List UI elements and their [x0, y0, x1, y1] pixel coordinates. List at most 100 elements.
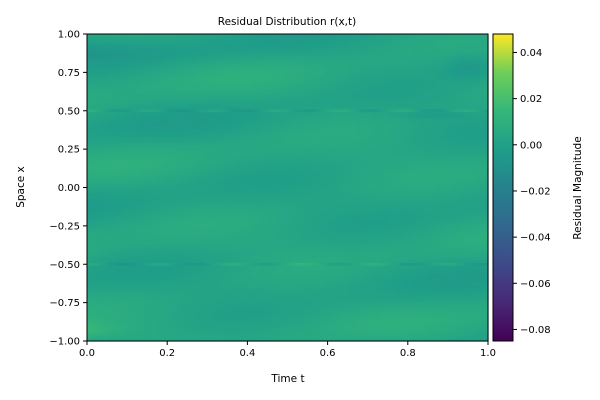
heatmap-cell	[95, 187, 100, 191]
heatmap-cell	[227, 279, 232, 283]
heatmap-cell	[255, 170, 261, 175]
heatmap-cell	[167, 56, 172, 60]
heatmap-cell	[147, 218, 152, 222]
heatmap-cell	[167, 151, 172, 155]
heatmap-cell	[87, 204, 92, 208]
heatmap-cell	[115, 232, 120, 236]
heatmap-cell	[243, 165, 248, 169]
heatmap-cell	[239, 120, 244, 124]
heatmap-cell	[227, 329, 232, 334]
heatmap-cell	[155, 204, 160, 208]
heatmap-cell	[119, 335, 124, 339]
heatmap-cell	[251, 321, 257, 325]
heatmap-cell	[119, 162, 124, 166]
heatmap-cell	[175, 332, 180, 337]
heatmap-cell	[247, 332, 253, 337]
heatmap-cell	[171, 315, 176, 320]
heatmap-cell	[99, 204, 104, 208]
heatmap-cell	[243, 159, 248, 163]
heatmap-cell	[103, 142, 108, 147]
heatmap-cell	[195, 89, 200, 94]
heatmap-cell	[167, 165, 172, 169]
heatmap-cell	[247, 318, 253, 323]
heatmap-cell	[171, 209, 176, 214]
heatmap-cell	[227, 338, 232, 342]
heatmap-cell	[235, 248, 240, 253]
heatmap-cell	[135, 338, 140, 342]
heatmap-cell	[127, 34, 132, 38]
heatmap-cell	[187, 237, 192, 242]
heatmap-cell	[231, 220, 236, 225]
heatmap-cell	[211, 335, 216, 339]
heatmap-cell	[239, 156, 244, 161]
heatmap-cell	[267, 109, 273, 113]
heatmap-cell	[223, 120, 228, 124]
heatmap-cell	[227, 335, 232, 339]
heatmap-cell	[191, 260, 196, 264]
heatmap-cell	[135, 207, 140, 211]
heatmap-cell	[247, 285, 253, 289]
heatmap-cell	[139, 257, 144, 261]
heatmap-cell	[215, 220, 220, 225]
heatmap-cell	[95, 313, 100, 317]
heatmap-cell	[87, 190, 92, 194]
heatmap-cell	[223, 190, 228, 194]
heatmap-cell	[263, 335, 269, 339]
heatmap-cell	[203, 207, 208, 211]
heatmap-cell	[211, 123, 216, 127]
heatmap-cell	[263, 260, 269, 264]
heatmap-cell	[263, 307, 269, 311]
heatmap-cell	[123, 207, 128, 211]
heatmap-cell	[195, 296, 200, 300]
heatmap-cell	[135, 187, 140, 191]
heatmap-cell	[259, 45, 265, 49]
heatmap-cell	[131, 276, 136, 281]
heatmap-cell	[119, 137, 124, 141]
heatmap-cell	[259, 112, 265, 116]
heatmap-cell	[255, 165, 261, 169]
heatmap-cell	[103, 260, 108, 264]
heatmap-cell	[215, 50, 220, 55]
heatmap-cell	[131, 195, 136, 200]
heatmap-cell	[231, 56, 236, 60]
heatmap-cell	[115, 332, 120, 337]
heatmap-cell	[135, 332, 140, 337]
heatmap-cell	[199, 248, 204, 253]
heatmap-cell	[103, 176, 108, 180]
heatmap-cell	[255, 142, 261, 147]
heatmap-cell	[151, 179, 156, 183]
heatmap-cell	[255, 176, 261, 180]
heatmap-cell	[147, 335, 152, 339]
heatmap-cell	[95, 190, 100, 194]
heatmap-cell	[215, 165, 220, 169]
heatmap-cell	[127, 89, 132, 94]
heatmap-cell	[207, 140, 212, 144]
heatmap-cell	[127, 209, 132, 214]
heatmap-cell	[191, 92, 196, 96]
heatmap-cell	[143, 338, 148, 342]
heatmap-cell	[91, 106, 96, 110]
heatmap-cell	[163, 335, 168, 339]
heatmap-cell	[195, 39, 200, 43]
heatmap-cell	[155, 318, 160, 323]
heatmap-cell	[99, 229, 104, 233]
heatmap-cell	[123, 287, 128, 292]
heatmap-cell	[115, 45, 120, 49]
heatmap-cell	[211, 285, 216, 289]
heatmap-cell	[179, 75, 184, 80]
heatmap-cell	[203, 106, 208, 110]
heatmap-cell	[111, 234, 116, 239]
heatmap-cell	[143, 287, 148, 292]
heatmap-cell	[87, 274, 92, 278]
heatmap-cell	[203, 212, 208, 217]
heatmap-cell	[203, 338, 208, 342]
heatmap-cell	[235, 226, 240, 230]
heatmap-cell	[91, 237, 96, 242]
heatmap-cell	[171, 335, 176, 339]
heatmap-cells	[87, 34, 489, 342]
heatmap-cell	[195, 290, 200, 295]
heatmap-cell	[239, 321, 244, 325]
heatmap-cell	[151, 184, 156, 189]
heatmap-cell	[183, 170, 188, 175]
